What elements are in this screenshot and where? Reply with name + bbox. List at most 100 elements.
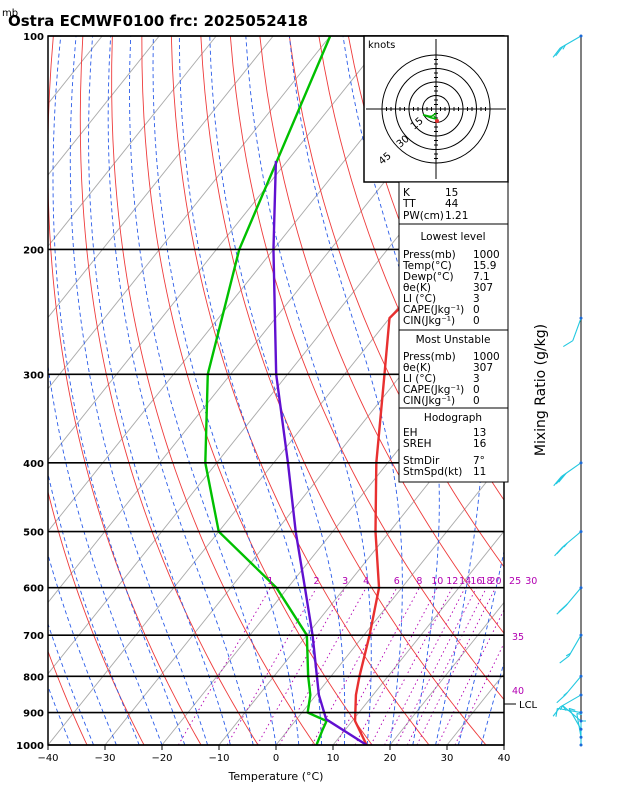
index-value-tt: 44 [445, 198, 459, 210]
isotherm [48, 36, 160, 176]
moist-adiabat [245, 36, 372, 745]
hodo-label-sreh: SREH [403, 438, 432, 450]
dry-adiabat [200, 36, 487, 745]
series-parcel [272, 160, 368, 745]
index-value-pw: 1.21 [445, 210, 468, 222]
wind-barb-flag [555, 474, 565, 485]
index-label-k: K [403, 187, 411, 199]
wind-barb-shaft [562, 705, 582, 722]
dry-adiabat [614, 36, 618, 760]
hodo-value-stmspd: 11 [473, 466, 486, 478]
wind-barb-half-flag [563, 542, 568, 548]
lowest-label-thetae: θe(K) [403, 282, 431, 294]
mixing-ratio-axis-title: Mixing Ratio (g/kg) [533, 324, 549, 456]
chart-title: Ostra ECMWF0100 frc: 2025052418 [8, 12, 308, 30]
dry-adiabat [555, 36, 618, 760]
x-tick-label: 30 [441, 753, 454, 764]
mixing-ratio-line [437, 608, 504, 745]
lowest-value-press: 1000 [473, 249, 500, 261]
wind-barb-flag [553, 476, 562, 487]
hodo-value-stmdir: 7° [473, 455, 485, 467]
wind-barb-flag [552, 47, 561, 58]
moist-adiabat [457, 36, 504, 745]
moist-adiabat [88, 36, 231, 745]
wind-barb-base [579, 316, 583, 320]
wind-barb-shaft [572, 317, 582, 341]
lowest-value-thetae: 307 [473, 282, 493, 294]
mixing-ratio-label: 1 [267, 576, 273, 587]
wind-barb-base [579, 727, 583, 731]
x-tick-label: 40 [498, 753, 511, 764]
wind-barb-base [579, 633, 583, 637]
theta-e-label-35: 35 [512, 632, 524, 643]
wind-barb-base [579, 674, 583, 678]
mu-value-cin: 0 [473, 395, 480, 407]
x-tick-label: 20 [384, 753, 397, 764]
wind-barb-shaft [568, 634, 582, 657]
wind-barb-base [579, 735, 583, 739]
wind-barb-flag [559, 655, 570, 664]
index-label-tt: TT [402, 198, 416, 210]
isotherm [48, 36, 388, 461]
x-tick-label: −30 [94, 753, 115, 764]
dry-adiabat [288, 36, 504, 568]
series-dewpoint [204, 36, 332, 745]
wind-barb-half-flag [563, 691, 568, 697]
x-tick-label: −20 [151, 753, 172, 764]
wind-barb-flag [563, 340, 574, 348]
wind-barb-half-flag [562, 44, 566, 50]
moist-adiabat [48, 553, 117, 745]
wind-barb-flag [558, 472, 567, 483]
pressure-tick-label: 800 [23, 672, 44, 683]
x-tick-label: −10 [208, 753, 229, 764]
most-unstable-panel: Most Unstable Press(mb) 1000 θe(K) 307 L… [398, 329, 509, 409]
isotherm [332, 530, 504, 745]
mixing-ratio-label: 4 [363, 576, 369, 587]
pressure-tick-label: 900 [23, 709, 44, 720]
dry-adiabat [584, 36, 618, 760]
mixing-ratio-line [335, 587, 420, 745]
mu-label-li: LI (°C) [403, 373, 436, 385]
wind-barb-base [579, 693, 583, 697]
moist-adiabat [480, 660, 504, 745]
hodograph-panel: knots 15 30 45 [363, 35, 509, 183]
pressure-tick-label: 600 [23, 584, 44, 595]
background-lines [48, 36, 618, 760]
lowest-value-li: 3 [473, 293, 480, 305]
mu-value-thetae: 307 [473, 362, 493, 374]
x-tick-label: −40 [37, 753, 58, 764]
mixing-ratio-line [256, 587, 346, 745]
hodograph-trace [422, 112, 438, 121]
wind-barb-base [579, 586, 583, 590]
theta-e-label-40: 40 [512, 686, 524, 697]
dry-adiabat [79, 36, 259, 745]
moist-adiabat [129, 36, 277, 745]
lowest-value-cin: 0 [473, 315, 480, 327]
lowest-level-panel: Lowest level Press(mb) 1000 Temp(°C) 15.… [398, 223, 509, 331]
isotherm [389, 601, 504, 745]
lowest-label-temp: Temp(°C) [402, 260, 452, 272]
isotherm [104, 245, 504, 745]
mu-label-cape: CAPE(Jkg⁻¹) [403, 384, 464, 396]
index-value-k: 15 [445, 187, 458, 199]
moist-adiabat [48, 622, 95, 745]
mu-label-cin: CIN(Jkg⁻¹) [403, 395, 455, 407]
wind-barb-half-flag [565, 652, 571, 657]
indices-panel-frame [398, 181, 509, 225]
wind-barb-base [579, 34, 583, 38]
x-tick-label: 0 [273, 753, 279, 764]
wind-barb-base [579, 711, 583, 715]
mu-label-press: Press(mb) [403, 351, 456, 363]
hodo-value-eh: 13 [473, 427, 486, 439]
mixing-ratio-line [454, 642, 504, 745]
isotherm [48, 174, 504, 745]
mixing-ratio-label: 3 [342, 576, 348, 587]
pressure-tick-label: 200 [23, 245, 44, 256]
index-label-pw: PW(cm) [403, 210, 444, 222]
wind-barb-shaft [561, 462, 582, 478]
x-axis-title: Temperature (°C) [228, 770, 324, 783]
mixing-ratio-line [406, 587, 487, 745]
lowest-value-cape: 0 [473, 304, 480, 316]
